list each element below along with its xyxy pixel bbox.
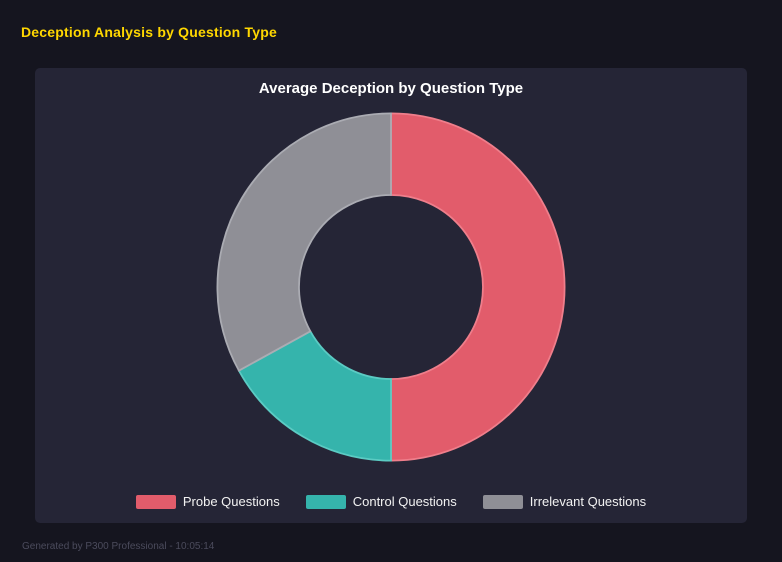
chart-title: Average Deception by Question Type — [258, 80, 524, 97]
footer-text: Generated by P300 Professional - 10:05:1… — [22, 541, 215, 552]
donut-chart-area — [205, 101, 577, 473]
chart-panel: Average Deception by Question Type Probe… — [35, 68, 747, 523]
donut-chart — [216, 112, 566, 462]
legend-label-irrelevant: Irrelevant Questions — [529, 494, 647, 509]
page-title: Deception Analysis by Question Type — [21, 24, 277, 40]
legend-swatch-control — [305, 494, 346, 509]
donut-slice-irrelevant-questions[interactable] — [216, 112, 392, 372]
chart-legend: Probe Questions Control Questions Irrele… — [35, 494, 747, 509]
donut-slice-probe-questions[interactable] — [390, 112, 566, 462]
legend-item-control-questions[interactable]: Control Questions — [305, 494, 457, 509]
legend-swatch-probe — [135, 494, 176, 509]
legend-label-probe: Probe Questions — [182, 494, 280, 509]
legend-item-probe-questions[interactable]: Probe Questions — [135, 494, 280, 509]
legend-label-control: Control Questions — [352, 494, 457, 509]
legend-item-irrelevant-questions[interactable]: Irrelevant Questions — [482, 494, 647, 509]
legend-swatch-irrelevant — [482, 494, 523, 509]
